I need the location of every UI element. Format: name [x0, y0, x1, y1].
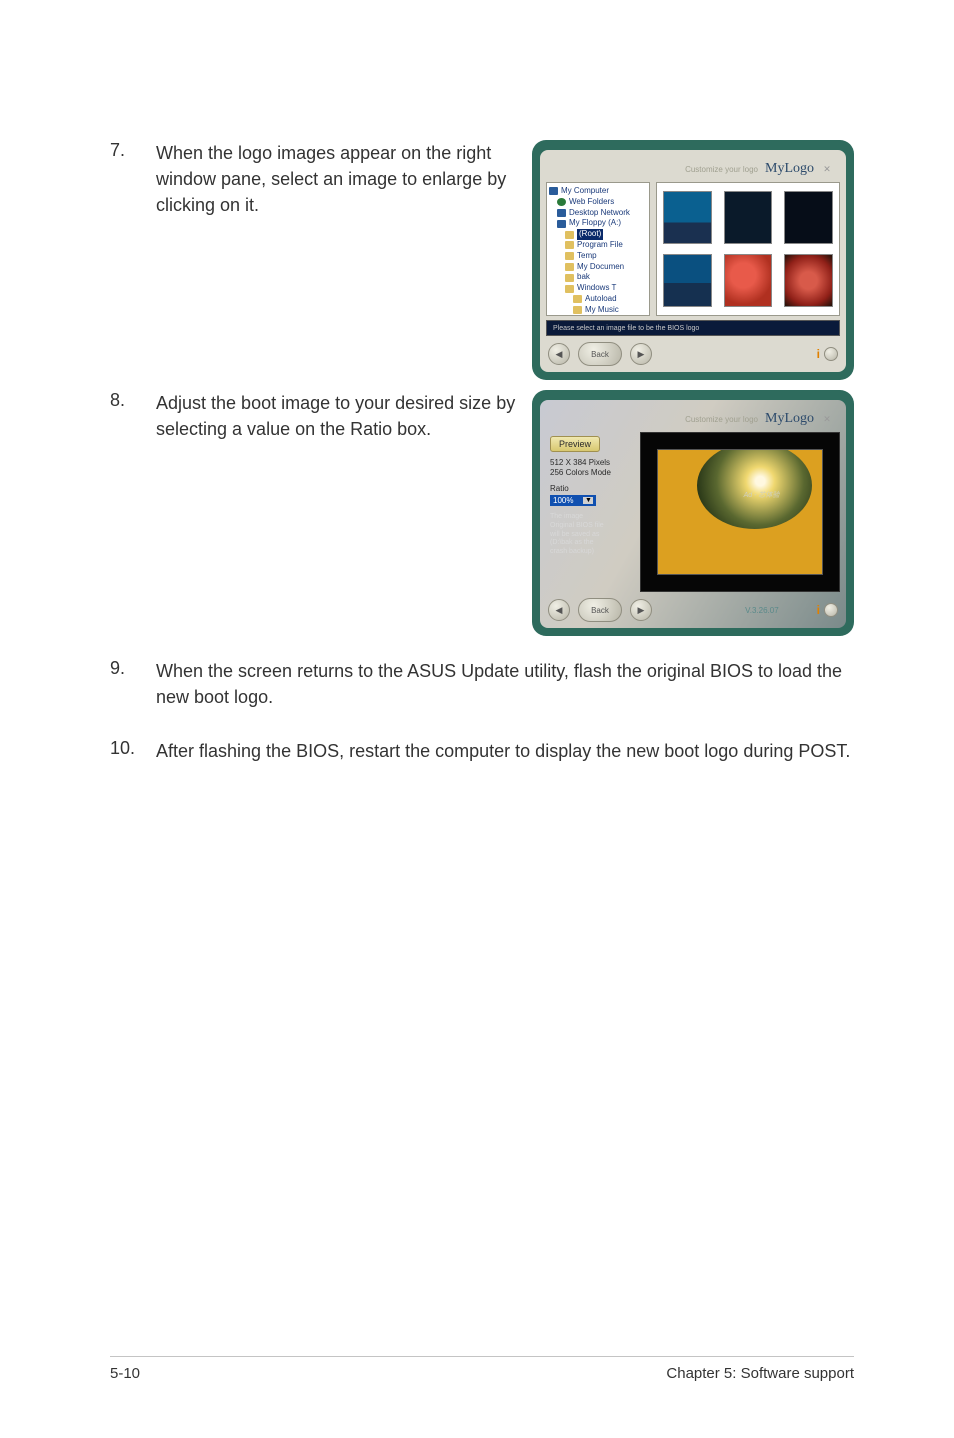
close-icon[interactable]: ✕	[820, 162, 834, 176]
tree-item: Temp	[577, 251, 597, 262]
info-icon[interactable]: i	[817, 347, 820, 361]
brand-logo: MyLogo	[765, 411, 814, 427]
image-dimensions: 512 X 384 Pixels	[550, 458, 636, 467]
ratio-label: Ratio	[550, 484, 636, 493]
tree-item: My Music	[585, 305, 619, 316]
back-button[interactable]: Back	[578, 342, 622, 366]
step-10-text: After flashing the BIOS, restart the com…	[156, 738, 854, 764]
step-10-number: 10.	[110, 738, 156, 759]
help-icon[interactable]	[824, 603, 838, 617]
thumbnail-image[interactable]	[663, 191, 712, 244]
tree-item-selected: (Root)	[577, 229, 603, 240]
preview-caption: Ad - 芯体验	[744, 490, 780, 500]
ratio-select[interactable]: 100% ▼	[550, 495, 596, 506]
close-icon[interactable]: ✕	[820, 412, 834, 426]
brand-subtitle: Customize your logo	[685, 165, 758, 174]
step-9-row: 9. When the screen returns to the ASUS U…	[110, 658, 854, 710]
chevron-down-icon: ▼	[583, 497, 593, 504]
tree-item: Program File	[577, 240, 623, 251]
help-icon[interactable]	[824, 347, 838, 361]
info-icon[interactable]: i	[817, 603, 820, 617]
preview-sidebar: Preview 512 X 384 Pixels 256 Colors Mode…	[546, 432, 636, 592]
tree-item: My Computer	[561, 186, 609, 197]
tree-item: Desktop Network	[569, 208, 630, 219]
nav-button[interactable]: ◀	[548, 599, 570, 621]
step-8-text: Adjust the boot image to your desired si…	[156, 390, 522, 442]
screenshot-browse: Customize your logo MyLogo ✕ My Computer…	[532, 140, 854, 380]
thumbnail-image[interactable]	[784, 191, 833, 244]
app1-header: Customize your logo MyLogo ✕	[546, 156, 840, 182]
app-window-1: Customize your logo MyLogo ✕ My Computer…	[532, 140, 854, 380]
folder-tree[interactable]: My Computer Web Folders Desktop Network …	[546, 182, 650, 316]
step-10-row: 10. After flashing the BIOS, restart the…	[110, 738, 854, 764]
preview-tab[interactable]: Preview	[550, 436, 600, 452]
screenshot-ratio: Customize your logo MyLogo ✕ Preview 512…	[532, 390, 854, 636]
brand-subtitle: Customize your logo	[685, 415, 758, 424]
nav-button[interactable]: ▶	[630, 599, 652, 621]
app-window-2: Customize your logo MyLogo ✕ Preview 512…	[532, 390, 854, 636]
thumbnail-grid	[656, 182, 840, 316]
step-7-text: When the logo images appear on the right…	[156, 140, 522, 218]
nav-button[interactable]: ◀	[548, 343, 570, 365]
tree-item: Web Folders	[569, 197, 614, 208]
step-7-row: 7. When the logo images appear on the ri…	[110, 140, 854, 380]
page-footer: 5-10 Chapter 5: Software support	[110, 1356, 854, 1382]
chapter-title: Chapter 5: Software support	[666, 1365, 854, 1382]
app2-header: Customize your logo MyLogo ✕	[546, 406, 840, 432]
version-label: V.3.26.07	[745, 606, 779, 615]
page-number: 5-10	[110, 1365, 140, 1382]
thumbnail-image[interactable]	[724, 191, 773, 244]
tree-item: My Documen	[577, 262, 624, 273]
step-8-row: 8. Adjust the boot image to your desired…	[110, 390, 854, 636]
nav-button[interactable]: ▶	[630, 343, 652, 365]
step-9-text: When the screen returns to the ASUS Upda…	[156, 658, 854, 710]
step-8-number: 8.	[110, 390, 156, 442]
color-mode: 256 Colors Mode	[550, 468, 636, 477]
tree-item: bak	[577, 272, 590, 283]
hint-text: The image Original BIOS file will be sav…	[550, 513, 636, 557]
status-bar: Please select an image file to be the BI…	[546, 320, 840, 336]
step-7-number: 7.	[110, 140, 156, 218]
thumbnail-image[interactable]	[724, 254, 773, 307]
thumbnail-image[interactable]	[784, 254, 833, 307]
tree-item: My Floppy (A:)	[569, 218, 621, 229]
preview-pane: Ad - 芯体验	[640, 432, 840, 592]
step-9-number: 9.	[110, 658, 156, 679]
ratio-value: 100%	[553, 496, 573, 505]
tree-item: Autoload	[585, 294, 617, 305]
thumbnail-image[interactable]	[663, 254, 712, 307]
tree-item: Windows T	[577, 283, 616, 294]
brand-logo: MyLogo	[765, 161, 814, 177]
preview-image: Ad - 芯体验	[657, 449, 823, 575]
back-button[interactable]: Back	[578, 598, 622, 622]
